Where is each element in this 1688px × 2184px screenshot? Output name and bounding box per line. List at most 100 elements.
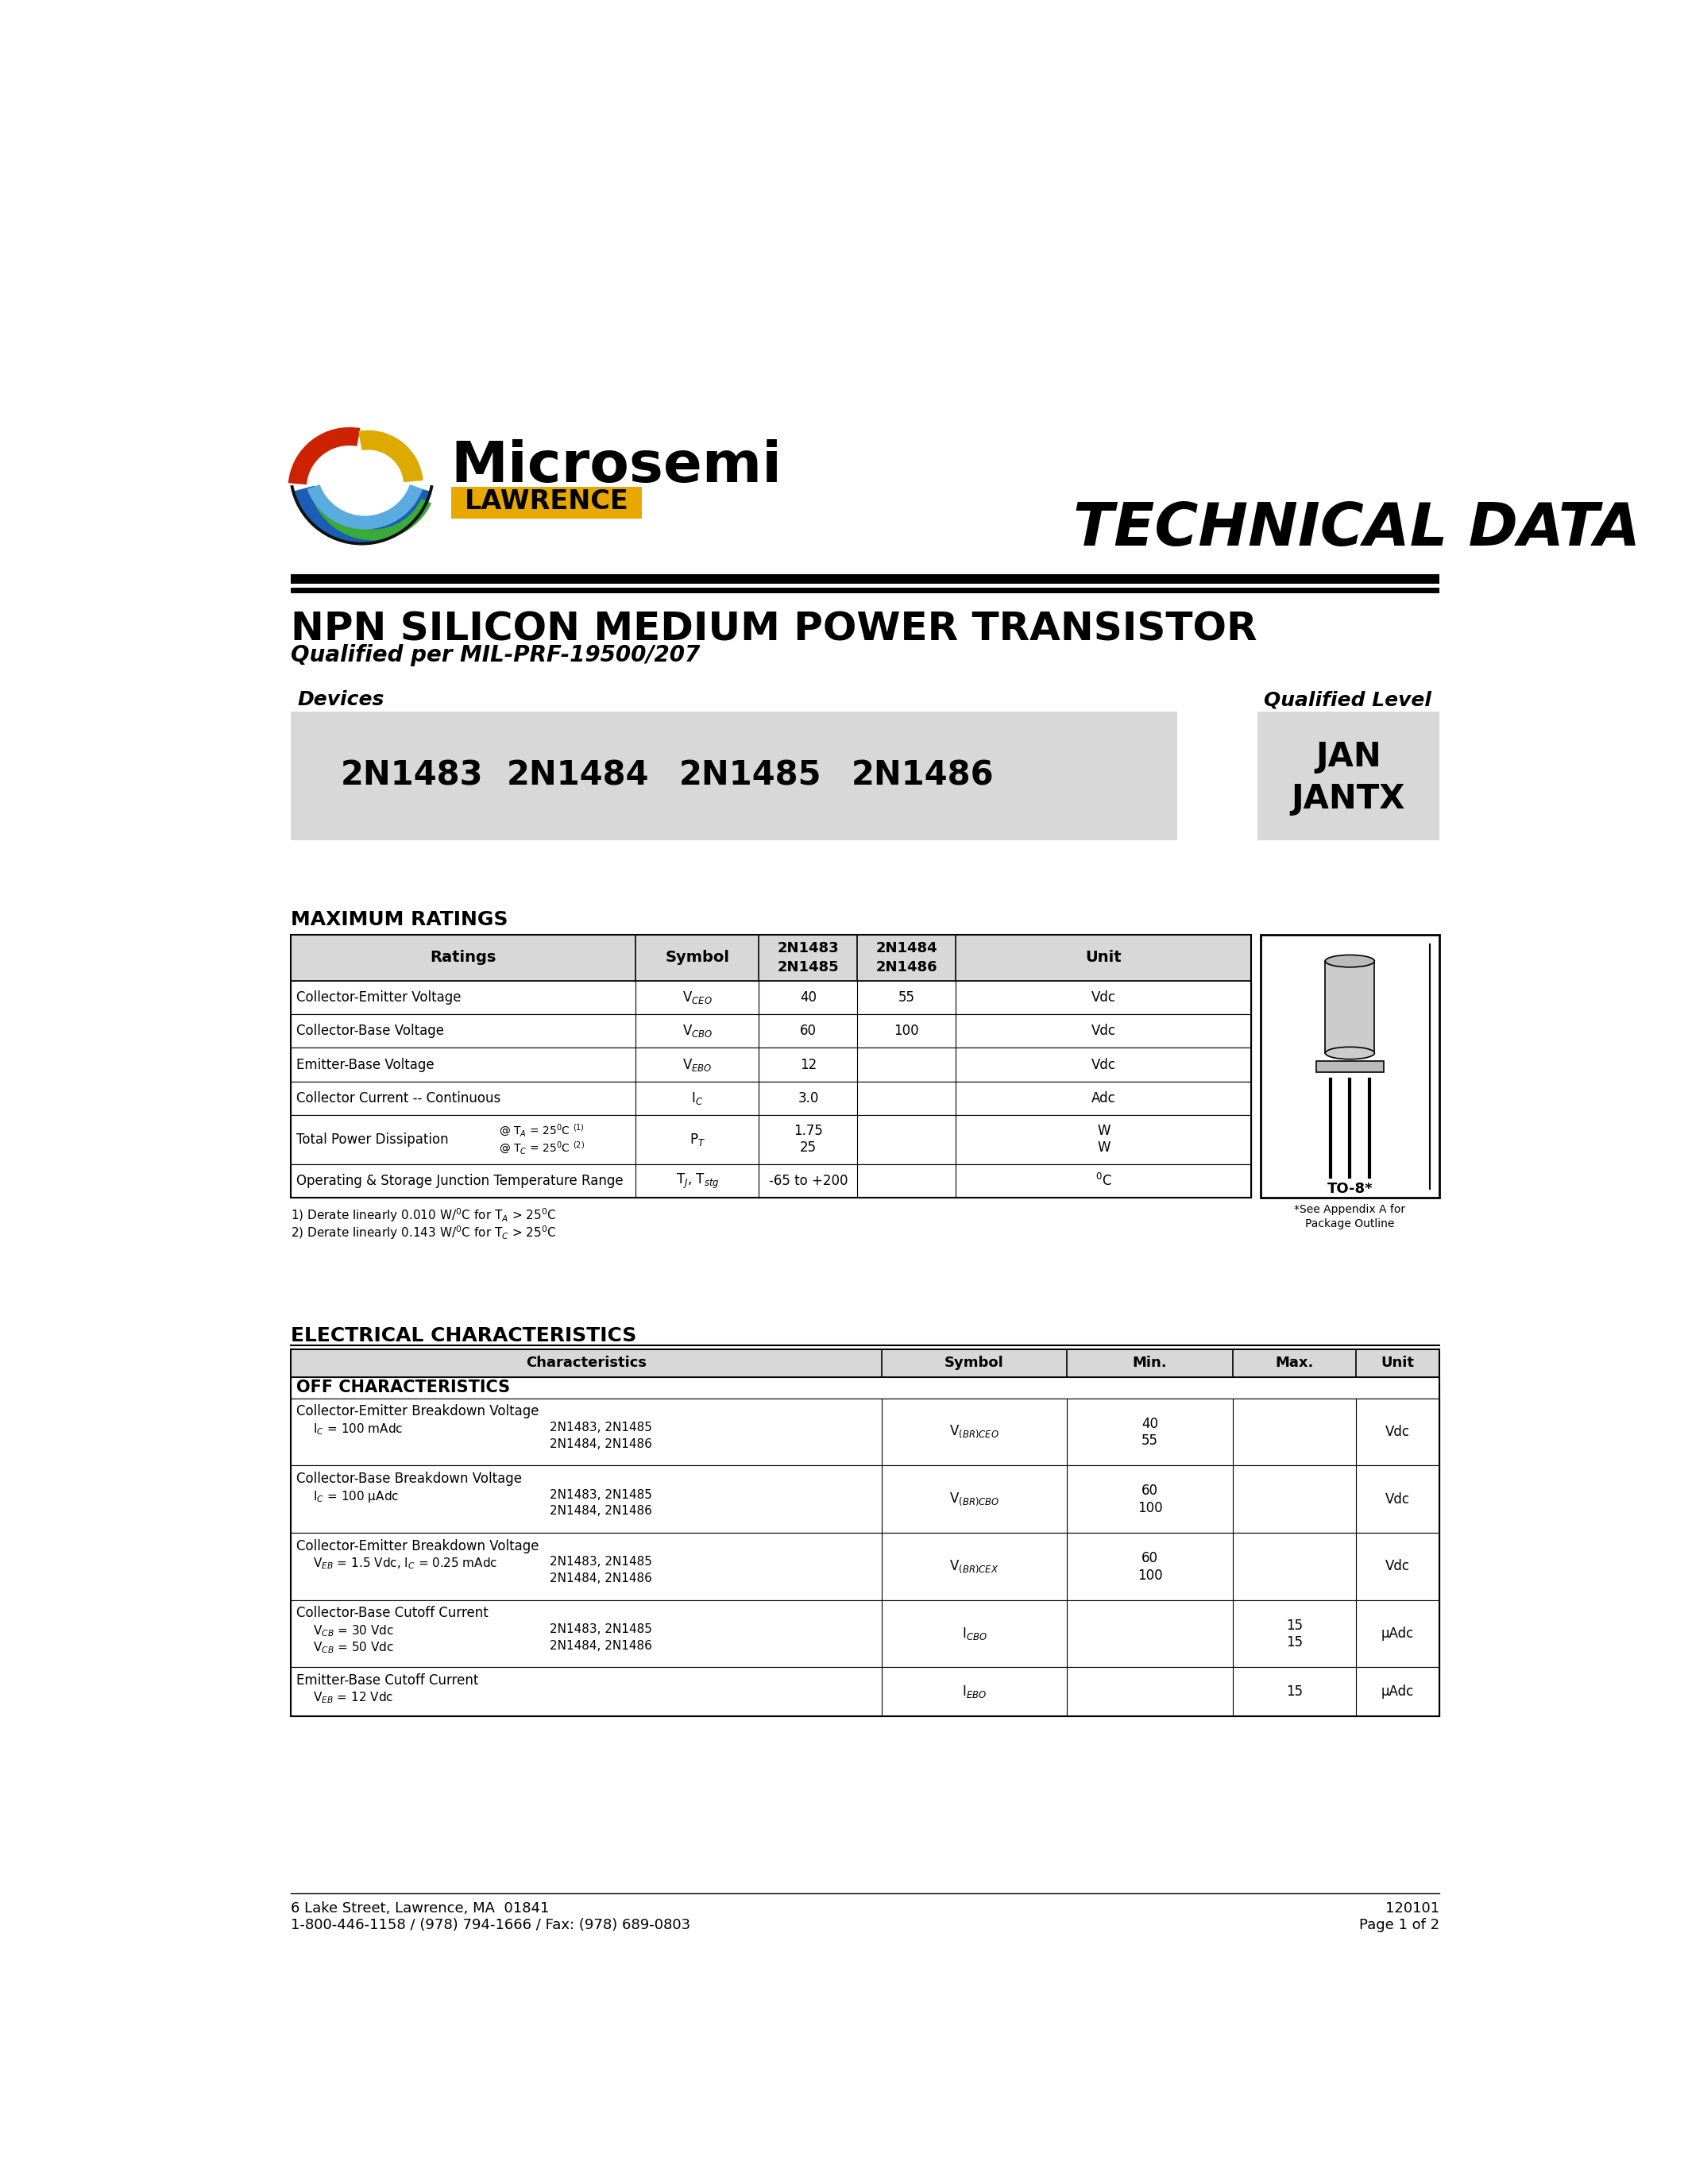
Text: 60: 60: [1141, 1483, 1158, 1498]
Text: I$_C$ = 100 mAdc: I$_C$ = 100 mAdc: [312, 1422, 403, 1437]
Text: 2N1483
2N1485: 2N1483 2N1485: [776, 941, 839, 974]
Text: Operating & Storage Junction Temperature Range: Operating & Storage Junction Temperature…: [295, 1173, 623, 1188]
Bar: [290, 1376, 1440, 1398]
Text: -65 to +200: -65 to +200: [768, 1173, 847, 1188]
Text: OFF CHARACTERISTICS: OFF CHARACTERISTICS: [295, 1380, 510, 1396]
Text: Collector-Emitter Breakdown Voltage: Collector-Emitter Breakdown Voltage: [295, 1540, 538, 1553]
Text: ELECTRICAL CHARACTERISTICS: ELECTRICAL CHARACTERISTICS: [290, 1326, 636, 1345]
Text: 15: 15: [1286, 1684, 1303, 1699]
Bar: [1261, 935, 1440, 1197]
Text: NPN SILICON MEDIUM POWER TRANSISTOR: NPN SILICON MEDIUM POWER TRANSISTOR: [290, 612, 1258, 649]
Text: Unit: Unit: [1381, 1356, 1415, 1369]
Text: 100: 100: [1138, 1568, 1163, 1583]
Bar: [1317, 1061, 1384, 1072]
Text: Vdc: Vdc: [1386, 1424, 1409, 1439]
Bar: [290, 1601, 1440, 1666]
Text: Collector-Emitter Voltage: Collector-Emitter Voltage: [295, 989, 461, 1005]
Text: Microsemi: Microsemi: [451, 439, 782, 494]
Text: MAXIMUM RATINGS: MAXIMUM RATINGS: [290, 911, 508, 930]
Bar: [290, 1013, 1251, 1048]
Text: *See Appendix A for
Package Outline: *See Appendix A for Package Outline: [1295, 1203, 1406, 1230]
Ellipse shape: [1325, 954, 1374, 968]
Bar: [290, 935, 1251, 1197]
Text: I$_{CBO}$: I$_{CBO}$: [962, 1625, 987, 1642]
Text: W: W: [1097, 1125, 1111, 1138]
Text: 2N1484, 2N1486: 2N1484, 2N1486: [550, 1505, 652, 1518]
Text: Symbol: Symbol: [945, 1356, 1004, 1369]
Text: @ T$_A$ = 25$^0$C $^{(1)}$: @ T$_A$ = 25$^0$C $^{(1)}$: [500, 1123, 584, 1138]
Text: JAN: JAN: [1315, 740, 1381, 773]
Text: 2N1483, 2N1485: 2N1483, 2N1485: [550, 1555, 652, 1568]
Bar: [290, 1048, 1251, 1081]
Text: $^0$C: $^0$C: [1096, 1173, 1112, 1188]
Text: 2N1486: 2N1486: [851, 760, 994, 793]
Text: 2N1483, 2N1485: 2N1483, 2N1485: [550, 1489, 652, 1500]
Bar: [1325, 961, 1374, 1053]
Text: Collector-Base Cutoff Current: Collector-Base Cutoff Current: [295, 1605, 488, 1621]
Text: 2N1483, 2N1485: 2N1483, 2N1485: [550, 1422, 652, 1433]
Text: 2N1485: 2N1485: [679, 760, 822, 793]
Text: μAdc: μAdc: [1381, 1627, 1415, 1640]
Text: Unit: Unit: [1085, 950, 1123, 965]
Bar: [290, 1164, 1251, 1197]
Text: 1-800-446-1158 / (978) 794-1666 / Fax: (978) 689-0803: 1-800-446-1158 / (978) 794-1666 / Fax: (…: [290, 1918, 690, 1933]
Bar: [290, 1350, 1440, 1717]
Text: V$_{(BR)CBO}$: V$_{(BR)CBO}$: [949, 1492, 999, 1507]
Text: 120101: 120101: [1386, 1900, 1440, 1915]
Text: Vdc: Vdc: [1092, 1057, 1116, 1072]
Bar: [290, 1116, 1251, 1164]
Bar: [290, 587, 1440, 594]
Text: 40: 40: [800, 989, 817, 1005]
Text: Characteristics: Characteristics: [527, 1356, 647, 1369]
Bar: [290, 1350, 1440, 1376]
Text: V$_{EB}$ = 1.5 Vdc, I$_C$ = 0.25 mAdc: V$_{EB}$ = 1.5 Vdc, I$_C$ = 0.25 mAdc: [312, 1555, 496, 1570]
Bar: [290, 935, 1251, 981]
Text: V$_{EBO}$: V$_{EBO}$: [682, 1057, 712, 1072]
Text: 60: 60: [1141, 1551, 1158, 1566]
Text: 55: 55: [898, 989, 915, 1005]
Bar: [290, 574, 1440, 583]
Bar: [290, 712, 1178, 841]
Text: I$_C$ = 100 μAdc: I$_C$ = 100 μAdc: [312, 1489, 398, 1505]
Text: I$_{EBO}$: I$_{EBO}$: [962, 1684, 987, 1699]
Text: Collector-Base Voltage: Collector-Base Voltage: [295, 1024, 444, 1037]
Text: Devices: Devices: [297, 690, 385, 710]
Text: Collector-Emitter Breakdown Voltage: Collector-Emitter Breakdown Voltage: [295, 1404, 538, 1420]
Bar: [290, 981, 1251, 1013]
Text: Emitter-Base Voltage: Emitter-Base Voltage: [295, 1057, 434, 1072]
Text: Qualified Level: Qualified Level: [1264, 690, 1431, 710]
Wedge shape: [290, 485, 434, 546]
Text: Symbol: Symbol: [665, 950, 729, 965]
Text: 15: 15: [1286, 1618, 1303, 1634]
Text: V$_{EB}$ = 12 Vdc: V$_{EB}$ = 12 Vdc: [312, 1690, 393, 1706]
Text: 2) Derate linearly 0.143 W/$^0$C for T$_C$ > 25$^0$C: 2) Derate linearly 0.143 W/$^0$C for T$_…: [290, 1223, 557, 1241]
Text: Vdc: Vdc: [1386, 1559, 1409, 1575]
Bar: [1258, 712, 1440, 841]
Text: 100: 100: [895, 1024, 920, 1037]
Bar: [290, 1465, 1440, 1533]
Bar: [290, 1081, 1251, 1116]
Text: 2N1483, 2N1485: 2N1483, 2N1485: [550, 1623, 652, 1636]
Text: 1) Derate linearly 0.010 W/$^0$C for T$_A$ > 25$^0$C: 1) Derate linearly 0.010 W/$^0$C for T$_…: [290, 1208, 557, 1223]
Text: V$_{(BR)CEO}$: V$_{(BR)CEO}$: [949, 1424, 999, 1439]
Text: Vdc: Vdc: [1092, 989, 1116, 1005]
Text: 3.0: 3.0: [798, 1092, 819, 1105]
Text: @ T$_C$ = 25$^0$C $^{(2)}$: @ T$_C$ = 25$^0$C $^{(2)}$: [500, 1140, 586, 1155]
Text: 2N1484
2N1486: 2N1484 2N1486: [876, 941, 937, 974]
Wedge shape: [358, 430, 424, 483]
Text: Collector Current -- Continuous: Collector Current -- Continuous: [295, 1092, 500, 1105]
Text: μAdc: μAdc: [1381, 1684, 1415, 1699]
Text: 2N1484, 2N1486: 2N1484, 2N1486: [550, 1572, 652, 1583]
Text: Page 1 of 2: Page 1 of 2: [1359, 1918, 1440, 1933]
Text: V$_{CB}$ = 30 Vdc: V$_{CB}$ = 30 Vdc: [312, 1623, 393, 1638]
Text: Collector-Base Breakdown Voltage: Collector-Base Breakdown Voltage: [295, 1472, 522, 1485]
Text: 55: 55: [1141, 1433, 1158, 1448]
Wedge shape: [307, 485, 422, 529]
Text: 60: 60: [800, 1024, 817, 1037]
Text: Emitter-Base Cutoff Current: Emitter-Base Cutoff Current: [295, 1673, 478, 1688]
Text: 15: 15: [1286, 1636, 1303, 1649]
Text: 100: 100: [1138, 1500, 1163, 1516]
Text: 40: 40: [1141, 1417, 1158, 1431]
Text: Min.: Min.: [1133, 1356, 1166, 1369]
Text: Vdc: Vdc: [1092, 1024, 1116, 1037]
